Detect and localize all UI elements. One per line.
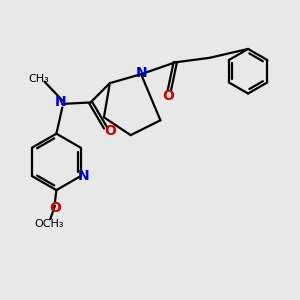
Text: N: N (78, 169, 90, 183)
Text: O: O (162, 89, 174, 103)
Text: OCH₃: OCH₃ (34, 219, 64, 229)
Text: O: O (104, 124, 116, 138)
Text: CH₃: CH₃ (29, 74, 50, 84)
Text: O: O (49, 201, 61, 215)
Text: N: N (55, 95, 67, 110)
Text: N: N (136, 66, 148, 80)
